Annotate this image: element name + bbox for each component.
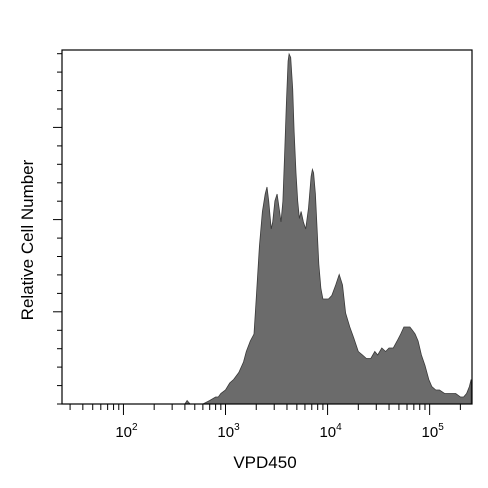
x-axis-title: VPD450 [233,453,296,472]
x-tick-label: 104 [319,422,342,441]
x-tick-label: 102 [115,422,138,441]
x-axis-ticks [69,404,461,415]
y-axis-ticks [53,53,62,405]
x-tick-label: 103 [217,422,240,441]
plot-frame [61,49,473,405]
x-tick-label: 105 [422,422,445,441]
y-axis-title: Relative Cell Number [18,159,37,320]
histogram-area [184,52,472,405]
x-axis-tick-labels: 102 103 104 105 [115,422,444,441]
